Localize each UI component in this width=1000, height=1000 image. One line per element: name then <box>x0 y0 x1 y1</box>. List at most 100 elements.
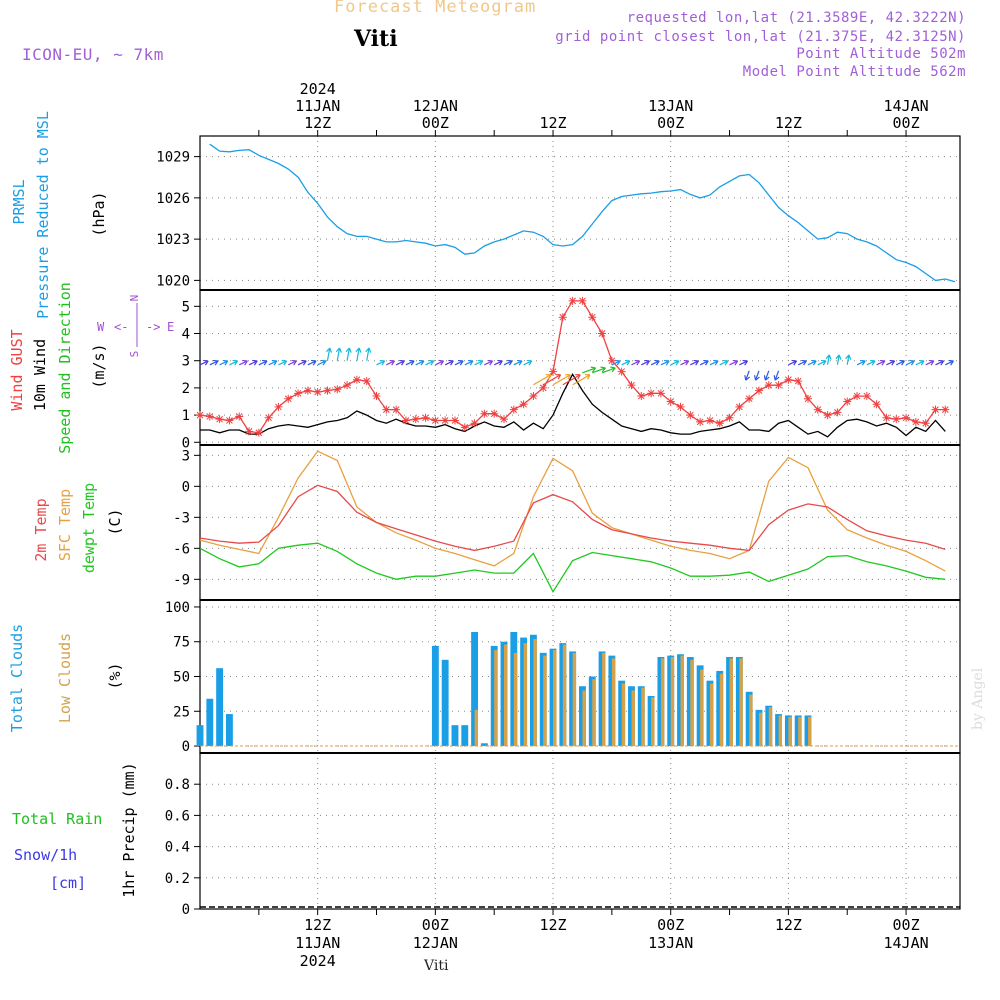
wind-direction-arrow <box>572 374 591 386</box>
gust-marker <box>735 402 744 411</box>
gust-marker <box>804 394 812 403</box>
wind-arrow-head <box>693 359 699 366</box>
wind-direction-arrow <box>405 360 415 366</box>
wind-arrow-head <box>918 359 925 366</box>
time-label-top: 00Z <box>893 114 920 132</box>
total-cloud-bar <box>480 743 488 747</box>
total-cloud-bar <box>647 695 655 747</box>
wind-direction-arrow <box>523 360 533 366</box>
wind-direction-arrow <box>219 360 229 366</box>
point-altitude: Point Altitude 502m <box>796 46 966 62</box>
wind-arrow-head <box>654 359 660 366</box>
wind-arrow-head <box>326 347 333 353</box>
low-cloud-bar <box>474 709 479 747</box>
clouds-unit: (%) <box>106 662 124 689</box>
wind-direction-arrow <box>745 370 750 381</box>
gust-marker <box>882 413 891 422</box>
gust-marker <box>784 375 793 384</box>
model-altitude: Model Point Altitude 562m <box>742 64 966 80</box>
wind-direction-arrow <box>356 347 360 361</box>
wind-arrow-head <box>467 359 474 366</box>
wind-arrow-head <box>301 359 307 366</box>
time-label-bottom: 12Z <box>539 916 566 934</box>
gust-marker <box>617 367 626 376</box>
gust-marker <box>931 405 940 414</box>
wind-arrow-head <box>345 347 352 353</box>
gust-marker <box>892 415 901 424</box>
wind-direction-arrow <box>876 360 886 366</box>
wind-arrow-head <box>773 375 780 381</box>
low-cloud-bar <box>808 716 812 747</box>
low-cloud-bar <box>621 683 626 747</box>
wind-arrow-head <box>763 375 770 381</box>
panel-frame <box>199 135 961 291</box>
y-tick-label: 100 <box>165 600 190 616</box>
wind-arrow-head <box>703 359 709 366</box>
wind-direction-arrow <box>474 360 483 366</box>
wind-speed-line <box>200 372 946 438</box>
wind-arrow-head <box>948 359 954 366</box>
low-cloud-bar <box>690 659 694 747</box>
wind-direction-arrow <box>199 360 209 366</box>
low-cloud-bar <box>670 657 675 747</box>
y-tick-label: 1029 <box>156 150 190 166</box>
wind-direction-arrow <box>209 360 219 366</box>
total-clouds-label: Total Clouds <box>8 624 26 732</box>
wind-arrow-head <box>212 359 219 366</box>
gust-marker <box>902 413 911 422</box>
temp-unit: (C) <box>106 508 124 535</box>
wind-arrow-head <box>271 359 278 366</box>
wind-direction-arrow <box>774 370 780 381</box>
y-tick-label: 1 <box>182 408 190 424</box>
wind-direction-arrow <box>719 360 729 366</box>
gust-marker <box>245 427 254 436</box>
low-cloud-bar <box>758 712 763 747</box>
low-cloud-bar <box>660 658 665 747</box>
t2m-line <box>199 484 946 552</box>
y-tick-label: 4 <box>182 327 190 343</box>
gust-marker <box>549 367 558 376</box>
low-cloud-bar <box>798 716 802 747</box>
gust-marker <box>813 405 822 414</box>
time-label-top: 12JAN <box>413 97 458 115</box>
sfc-temp-label: SFC Temp <box>56 489 74 561</box>
total-cloud-bar <box>549 648 557 747</box>
gust-marker <box>480 409 489 418</box>
wind-direction-arrow <box>454 360 464 366</box>
wind-direction-arrow <box>464 360 474 366</box>
time-label-bottom: 00Z <box>893 916 920 934</box>
gust-marker <box>235 412 244 421</box>
low-cloud-bar <box>504 644 508 747</box>
wind-arrow-head <box>683 359 690 366</box>
time-label-top: 12Z <box>304 114 331 132</box>
gust-marker <box>725 413 734 422</box>
gust-marker <box>490 409 499 418</box>
t2m-label: 2m Temp <box>32 498 50 561</box>
gust-marker <box>284 394 293 403</box>
wind-direction-arrow <box>238 360 248 366</box>
wind-direction-arrow <box>866 360 876 366</box>
time-label-top: 14JAN <box>883 97 928 115</box>
gust-marker <box>205 412 214 421</box>
gust-marker <box>441 416 450 425</box>
time-label-bottom: 12JAN <box>413 934 458 952</box>
wind-direction-arrow <box>846 354 850 365</box>
gust-marker <box>754 386 763 395</box>
wind-direction-arrow <box>513 360 523 366</box>
wind-arrow-head <box>497 359 503 366</box>
gust-marker <box>568 296 577 305</box>
compass-e: E <box>167 320 174 334</box>
pressure-unit: (hPa) <box>90 191 108 236</box>
wind-direction-arrow <box>915 360 925 366</box>
gust-marker <box>872 400 881 409</box>
compass-w: W <box>97 320 105 334</box>
gust-marker <box>823 411 832 420</box>
gust-marker <box>519 400 528 409</box>
wind-arrow-head <box>458 359 464 366</box>
low-cloud-bar <box>611 658 616 747</box>
wind-direction-arrow <box>562 374 581 386</box>
wind-direction-arrow <box>729 360 738 366</box>
wind-arrow-head <box>644 359 650 366</box>
wind-arrow-head <box>614 359 621 366</box>
